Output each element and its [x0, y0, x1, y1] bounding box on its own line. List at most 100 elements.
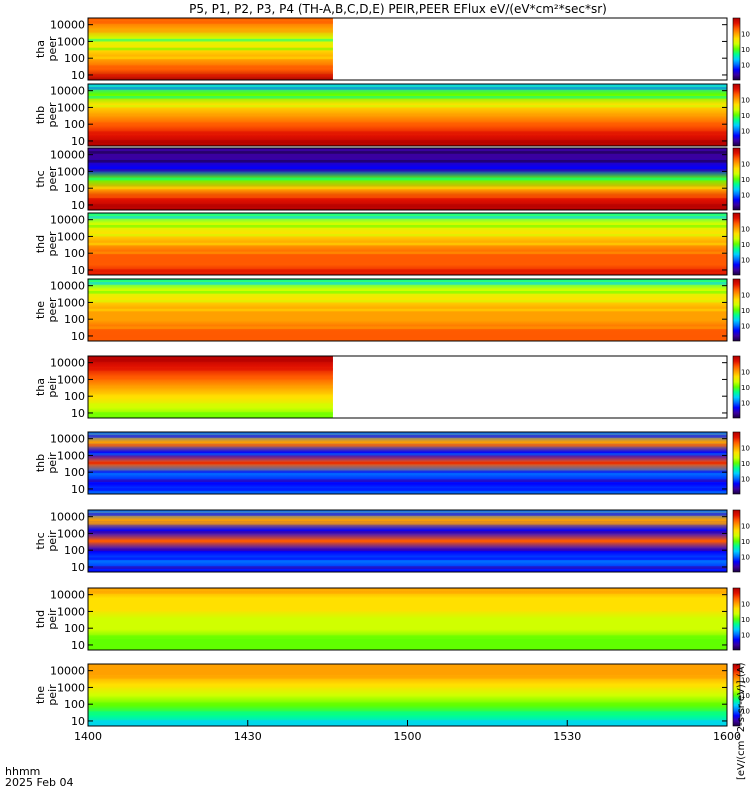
x-tick-label: 1530	[553, 730, 581, 743]
colorbar-tick-label: 10⁶	[741, 176, 750, 184]
colorbar-tick-label: 10⁴	[741, 128, 750, 136]
colorbar-tick-label: 10⁶	[741, 241, 750, 249]
colorbar-tick-label: 10⁶	[741, 538, 750, 546]
colorbar: 10⁴ 10⁶ 10⁸	[732, 355, 750, 419]
colorbar-tick-label: 10⁴	[741, 192, 750, 200]
panel-label: thbpeer	[34, 102, 59, 128]
colorbar: 10⁴ 10⁶ 10⁸	[732, 17, 750, 81]
panel-label: thbpeir	[34, 452, 59, 474]
y-tick-label: 10000	[50, 214, 85, 227]
y-tick-label: 100	[64, 390, 85, 403]
colorbar-tick-label: 10⁶	[741, 692, 750, 700]
x-axis: 1400 1430 1500 1530 1600	[74, 720, 741, 743]
colorbar-tick-label: 10⁴	[741, 554, 750, 562]
colorbar-tick-label: 10⁶	[741, 46, 750, 54]
panel-thd-peir: 10 100 1000 10000 thdpeir 10⁴ 10⁶ 10⁸	[34, 587, 750, 652]
colorbar-tick-label: 10⁸	[741, 31, 750, 39]
y-tick-label: 1000	[57, 605, 85, 618]
colorbar-unit-label: [eV/(cm^2-s-sr-eV)] (A)	[736, 662, 747, 780]
panel-label: thdpeir	[34, 608, 59, 630]
y-tick-label: 10	[71, 135, 85, 148]
x-tick-label: 1430	[234, 730, 262, 743]
panel-frame	[87, 509, 728, 573]
y-tick-label: 10	[71, 264, 85, 277]
panel-label: thepeir	[34, 684, 59, 706]
panel-thc-peir: 10 100 1000 10000 thcpeir 10⁴ 10⁶ 10⁸	[34, 509, 750, 574]
y-tick-label: 10000	[50, 357, 85, 370]
colorbar-tick-label: 10⁶	[741, 460, 750, 468]
colorbar-tick-label: 10⁴	[741, 400, 750, 408]
y-tick-label: 10000	[50, 280, 85, 293]
panel-stack: 10100100010000thapeer10⁴10⁶10⁸1010010001…	[34, 17, 750, 728]
y-tick-label: 1000	[57, 35, 85, 48]
y-tick-label: 10	[71, 561, 85, 574]
colorbar-tick-label: 10⁴	[741, 257, 750, 265]
y-tick-label: 100	[64, 118, 85, 131]
y-tick-label: 10	[71, 69, 85, 82]
y-tick-label: 1000	[57, 230, 85, 243]
panel-tha-peer: 10 100 1000 10000 thapeer 10⁴ 10⁶ 10⁸	[34, 17, 750, 82]
panel-label: thcpeir	[34, 530, 59, 552]
colorbar-tick-label: 10⁴	[741, 708, 750, 716]
panel-tha-peir: 10 100 1000 10000 thapeir 10⁴ 10⁶ 10⁸	[34, 355, 750, 420]
panel-frame	[87, 83, 728, 147]
y-tick-label: 1000	[57, 527, 85, 540]
panel-frame	[87, 587, 728, 651]
y-tick-label: 10000	[50, 589, 85, 602]
colorbar: 10⁴ 10⁶ 10⁸	[732, 587, 750, 651]
colorbar: 10⁴ 10⁶ 10⁸	[732, 212, 750, 276]
panel-label: thapeer	[34, 36, 59, 62]
panel-frame	[87, 278, 728, 342]
y-tick-label: 10000	[50, 433, 85, 446]
y-tick-label: 10000	[50, 511, 85, 524]
colorbar: 10⁴ 10⁶ 10⁸	[732, 509, 750, 573]
colorbar-tick-label: 10⁸	[741, 161, 750, 169]
colorbar-tick-label: 10⁸	[741, 445, 750, 453]
panel-thc-peer: 10 100 1000 10000 thcpeer 10⁴ 10⁶ 10⁸	[34, 147, 750, 212]
y-tick-label: 100	[64, 622, 85, 635]
y-tick-label: 10	[71, 407, 85, 420]
y-tick-label: 1000	[57, 373, 85, 386]
y-tick-label: 1000	[57, 449, 85, 462]
y-tick-label: 1000	[57, 681, 85, 694]
y-tick-label: 100	[64, 313, 85, 326]
colorbar-tick-label: 10⁴	[741, 62, 750, 70]
panel-label: thepeer	[34, 297, 59, 323]
panel-label: thcpeer	[34, 166, 59, 192]
panel-frame	[87, 431, 728, 495]
y-tick-label: 100	[64, 182, 85, 195]
x-axis-label-date: 2025 Feb 04	[5, 776, 73, 789]
y-tick-label: 10	[71, 715, 85, 728]
y-tick-label: 1000	[57, 101, 85, 114]
colorbar: 10⁴ 10⁶ 10⁸	[732, 83, 750, 147]
panel-the-peer: 10 100 1000 10000 thepeer 10⁴ 10⁶ 10⁸	[34, 278, 750, 343]
colorbar-tick-label: 10⁸	[741, 369, 750, 377]
y-tick-label: 10000	[50, 85, 85, 98]
colorbar-tick-label: 10⁴	[741, 323, 750, 331]
x-axis-label-hhmm: hhmm	[5, 765, 40, 778]
y-tick-label: 10000	[50, 665, 85, 678]
colorbar: 10⁴ 10⁶ 10⁸	[732, 663, 750, 727]
colorbar-tick-label: 10⁸	[741, 97, 750, 105]
y-tick-label: 100	[64, 698, 85, 711]
y-tick-label: 10	[71, 330, 85, 343]
panel-frame	[87, 212, 728, 276]
colorbar: 10⁴ 10⁶ 10⁸	[732, 147, 750, 211]
colorbar-tick-label: 10⁸	[741, 226, 750, 234]
y-tick-label: 10	[71, 639, 85, 652]
panel-label: thdpeer	[34, 231, 59, 257]
y-tick-label: 10	[71, 199, 85, 212]
y-tick-label: 100	[64, 466, 85, 479]
colorbar-tick-label: 10⁶	[741, 616, 750, 624]
y-tick-label: 100	[64, 52, 85, 65]
figure-title: P5, P1, P2, P3, P4 (TH-A,B,C,D,E) PEIR,P…	[189, 2, 607, 16]
y-tick-label: 100	[64, 247, 85, 260]
panel-thd-peer: 10 100 1000 10000 thdpeer 10⁴ 10⁶ 10⁸	[34, 212, 750, 277]
panel-frame	[87, 355, 728, 419]
panel-frame	[87, 17, 728, 81]
panel-thb-peir: 10 100 1000 10000 thbpeir 10⁴ 10⁶ 10⁸	[34, 431, 750, 496]
y-tick-label: 1000	[57, 296, 85, 309]
y-tick-label: 1000	[57, 165, 85, 178]
panel-thb-peer: 10 100 1000 10000 thbpeer 10⁴ 10⁶ 10⁸	[34, 83, 750, 148]
